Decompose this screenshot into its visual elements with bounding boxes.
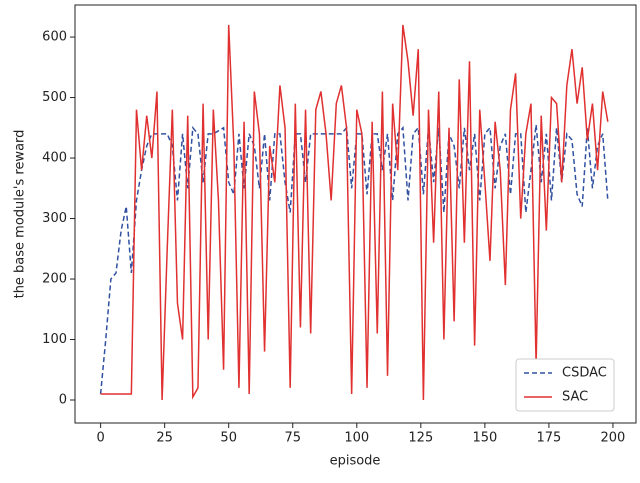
legend-label: CSDAC: [562, 366, 607, 381]
y-tick-label: 0: [59, 393, 67, 408]
x-tick-label: 0: [96, 431, 104, 446]
legend-box: [515, 358, 615, 412]
x-tick-label: 175: [536, 431, 561, 446]
y-tick-label: 400: [42, 151, 67, 166]
x-axis-label: episode: [330, 454, 381, 469]
x-tick-label: 100: [344, 431, 369, 446]
legend-label: SAC: [562, 390, 588, 405]
y-tick-label: 200: [42, 272, 67, 287]
y-axis-label: the base module's reward: [13, 130, 28, 299]
x-tick-label: 125: [408, 431, 433, 446]
x-tick-label: 50: [220, 431, 237, 446]
y-tick-label: 300: [42, 211, 67, 226]
y-tick-label: 100: [42, 332, 67, 347]
plot-frame: [74, 4, 637, 424]
y-tick-label: 500: [42, 90, 67, 105]
series-line: [100, 24, 609, 401]
y-tick-label: 600: [42, 30, 67, 45]
x-tick-label: 75: [284, 431, 301, 446]
x-tick-label: 25: [156, 431, 173, 446]
series-line: [99, 124, 609, 395]
x-tick-label: 150: [472, 431, 497, 446]
x-tick-label: 200: [601, 431, 626, 446]
